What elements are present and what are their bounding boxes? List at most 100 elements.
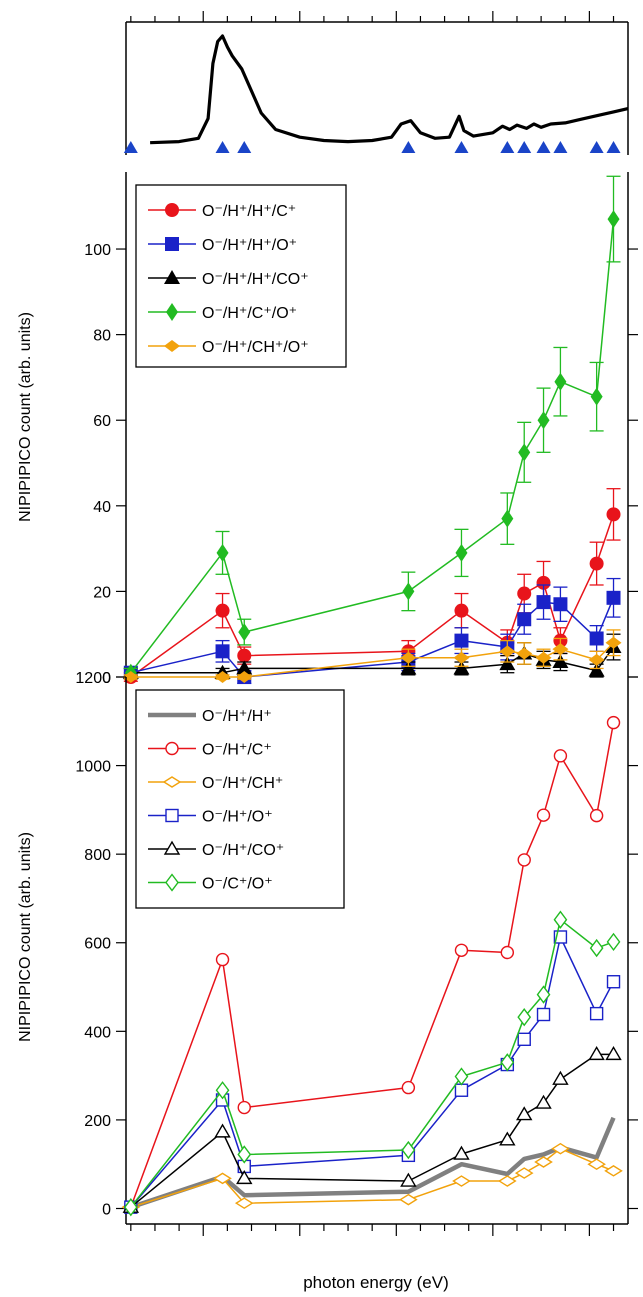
data-point	[123, 1198, 138, 1217]
data-point	[606, 507, 621, 522]
data-point	[606, 975, 621, 989]
data-point	[588, 653, 605, 666]
y-tick-label: 80	[93, 328, 111, 345]
series-2	[121, 1142, 623, 1213]
x-axis-label: photon energy (eV)	[303, 1273, 449, 1292]
data-point	[587, 1158, 606, 1171]
data-point	[215, 1081, 230, 1100]
data-point	[165, 237, 179, 251]
legend-label: O⁻/H⁺/H⁺/CO⁺	[202, 271, 309, 288]
data-point	[552, 643, 569, 656]
top-spectrum-panel	[123, 11, 629, 155]
series-1	[123, 577, 621, 685]
photon-energy-marker	[215, 141, 230, 153]
data-point	[166, 303, 178, 321]
data-point	[455, 543, 468, 562]
data-point	[499, 656, 516, 671]
series-5	[123, 910, 621, 1217]
data-point	[589, 1006, 604, 1021]
data-point	[499, 645, 516, 658]
data-point	[454, 633, 469, 648]
data-point	[453, 1145, 470, 1160]
data-point	[589, 938, 604, 958]
data-point	[536, 808, 551, 822]
data-point	[401, 1140, 416, 1160]
legend-label: O⁻/H⁺/CO⁺	[202, 842, 284, 859]
legend: O⁻/H⁺/H⁺/C⁺ O⁻/H⁺/H⁺/O⁺ O⁻/H⁺/H⁺/CO⁺ O⁻/H⁺/…	[135, 184, 347, 368]
data-point	[454, 1083, 469, 1097]
absorption-spectrum-line	[150, 34, 629, 145]
data-point	[605, 1045, 622, 1061]
data-point	[607, 210, 620, 229]
data-point	[454, 1067, 469, 1086]
data-point	[537, 411, 550, 430]
photon-energy-marker	[517, 141, 532, 153]
data-point	[554, 372, 567, 391]
data-point	[454, 943, 469, 957]
data-point	[498, 1175, 517, 1187]
data-point	[165, 808, 179, 823]
data-point	[453, 660, 470, 675]
data-point	[536, 595, 551, 610]
series-line	[130, 1116, 616, 1210]
legend-box	[135, 689, 345, 909]
data-point	[214, 671, 231, 683]
data-point	[604, 1165, 623, 1177]
data-point	[536, 985, 551, 1004]
y-tick-label: 20	[93, 584, 111, 601]
data-point	[453, 651, 470, 664]
data-point	[551, 1142, 570, 1155]
middle-coincidence-panel: 020406080100O⁻/H⁺/H⁺/C⁺O⁻/H⁺/H⁺/O⁺O⁻/H⁺/…	[84, 172, 638, 687]
data-point	[236, 660, 253, 675]
data-point	[162, 776, 182, 788]
data-point	[236, 671, 253, 683]
data-point	[535, 1094, 552, 1109]
data-point	[236, 1169, 253, 1185]
data-point	[234, 1197, 254, 1210]
data-point	[454, 603, 469, 618]
y-tick-label: 100	[84, 242, 111, 259]
data-point	[590, 387, 603, 406]
photon-energy-marker	[237, 141, 252, 153]
data-point	[400, 1172, 417, 1187]
data-point	[500, 1053, 515, 1072]
data-point	[501, 509, 514, 528]
data-point	[552, 654, 569, 669]
data-point	[400, 651, 417, 664]
data-point	[214, 1123, 231, 1138]
data-point	[213, 1172, 232, 1185]
data-point	[589, 556, 604, 571]
y-tick-label: 200	[84, 1113, 111, 1130]
data-point	[606, 715, 621, 730]
y-tick-label: 1000	[75, 759, 111, 776]
legend-label: O⁻/H⁺/H⁺/O⁺	[202, 237, 297, 254]
legend-label: O⁻/H⁺/O⁺	[202, 809, 273, 826]
data-point	[606, 932, 621, 952]
legend-label: O⁻/H⁺/CH⁺/O⁺	[202, 339, 309, 356]
data-point	[516, 647, 533, 660]
y-tick-label: 800	[84, 847, 111, 864]
data-point	[237, 648, 252, 663]
data-point	[536, 1007, 551, 1022]
data-point	[165, 873, 179, 892]
data-point	[499, 1131, 516, 1146]
data-point	[215, 644, 230, 659]
data-point	[164, 340, 180, 352]
data-point	[237, 1100, 251, 1115]
data-point	[452, 1175, 471, 1187]
data-point	[517, 853, 531, 867]
legend-label: O⁻/H⁺/C⁺	[202, 742, 272, 759]
data-point	[588, 1045, 605, 1061]
data-point	[535, 651, 552, 664]
legend-label: O⁻/H⁺/H⁺/C⁺	[202, 203, 296, 220]
data-point	[402, 582, 415, 601]
data-point	[165, 741, 179, 756]
data-point	[552, 1070, 569, 1085]
data-point	[536, 575, 551, 590]
data-point	[589, 631, 604, 646]
photon-energy-marker	[536, 141, 551, 153]
data-point	[553, 910, 568, 929]
data-point	[165, 203, 179, 217]
legend-label: O⁻/H⁺/C⁺/O⁺	[202, 305, 297, 322]
